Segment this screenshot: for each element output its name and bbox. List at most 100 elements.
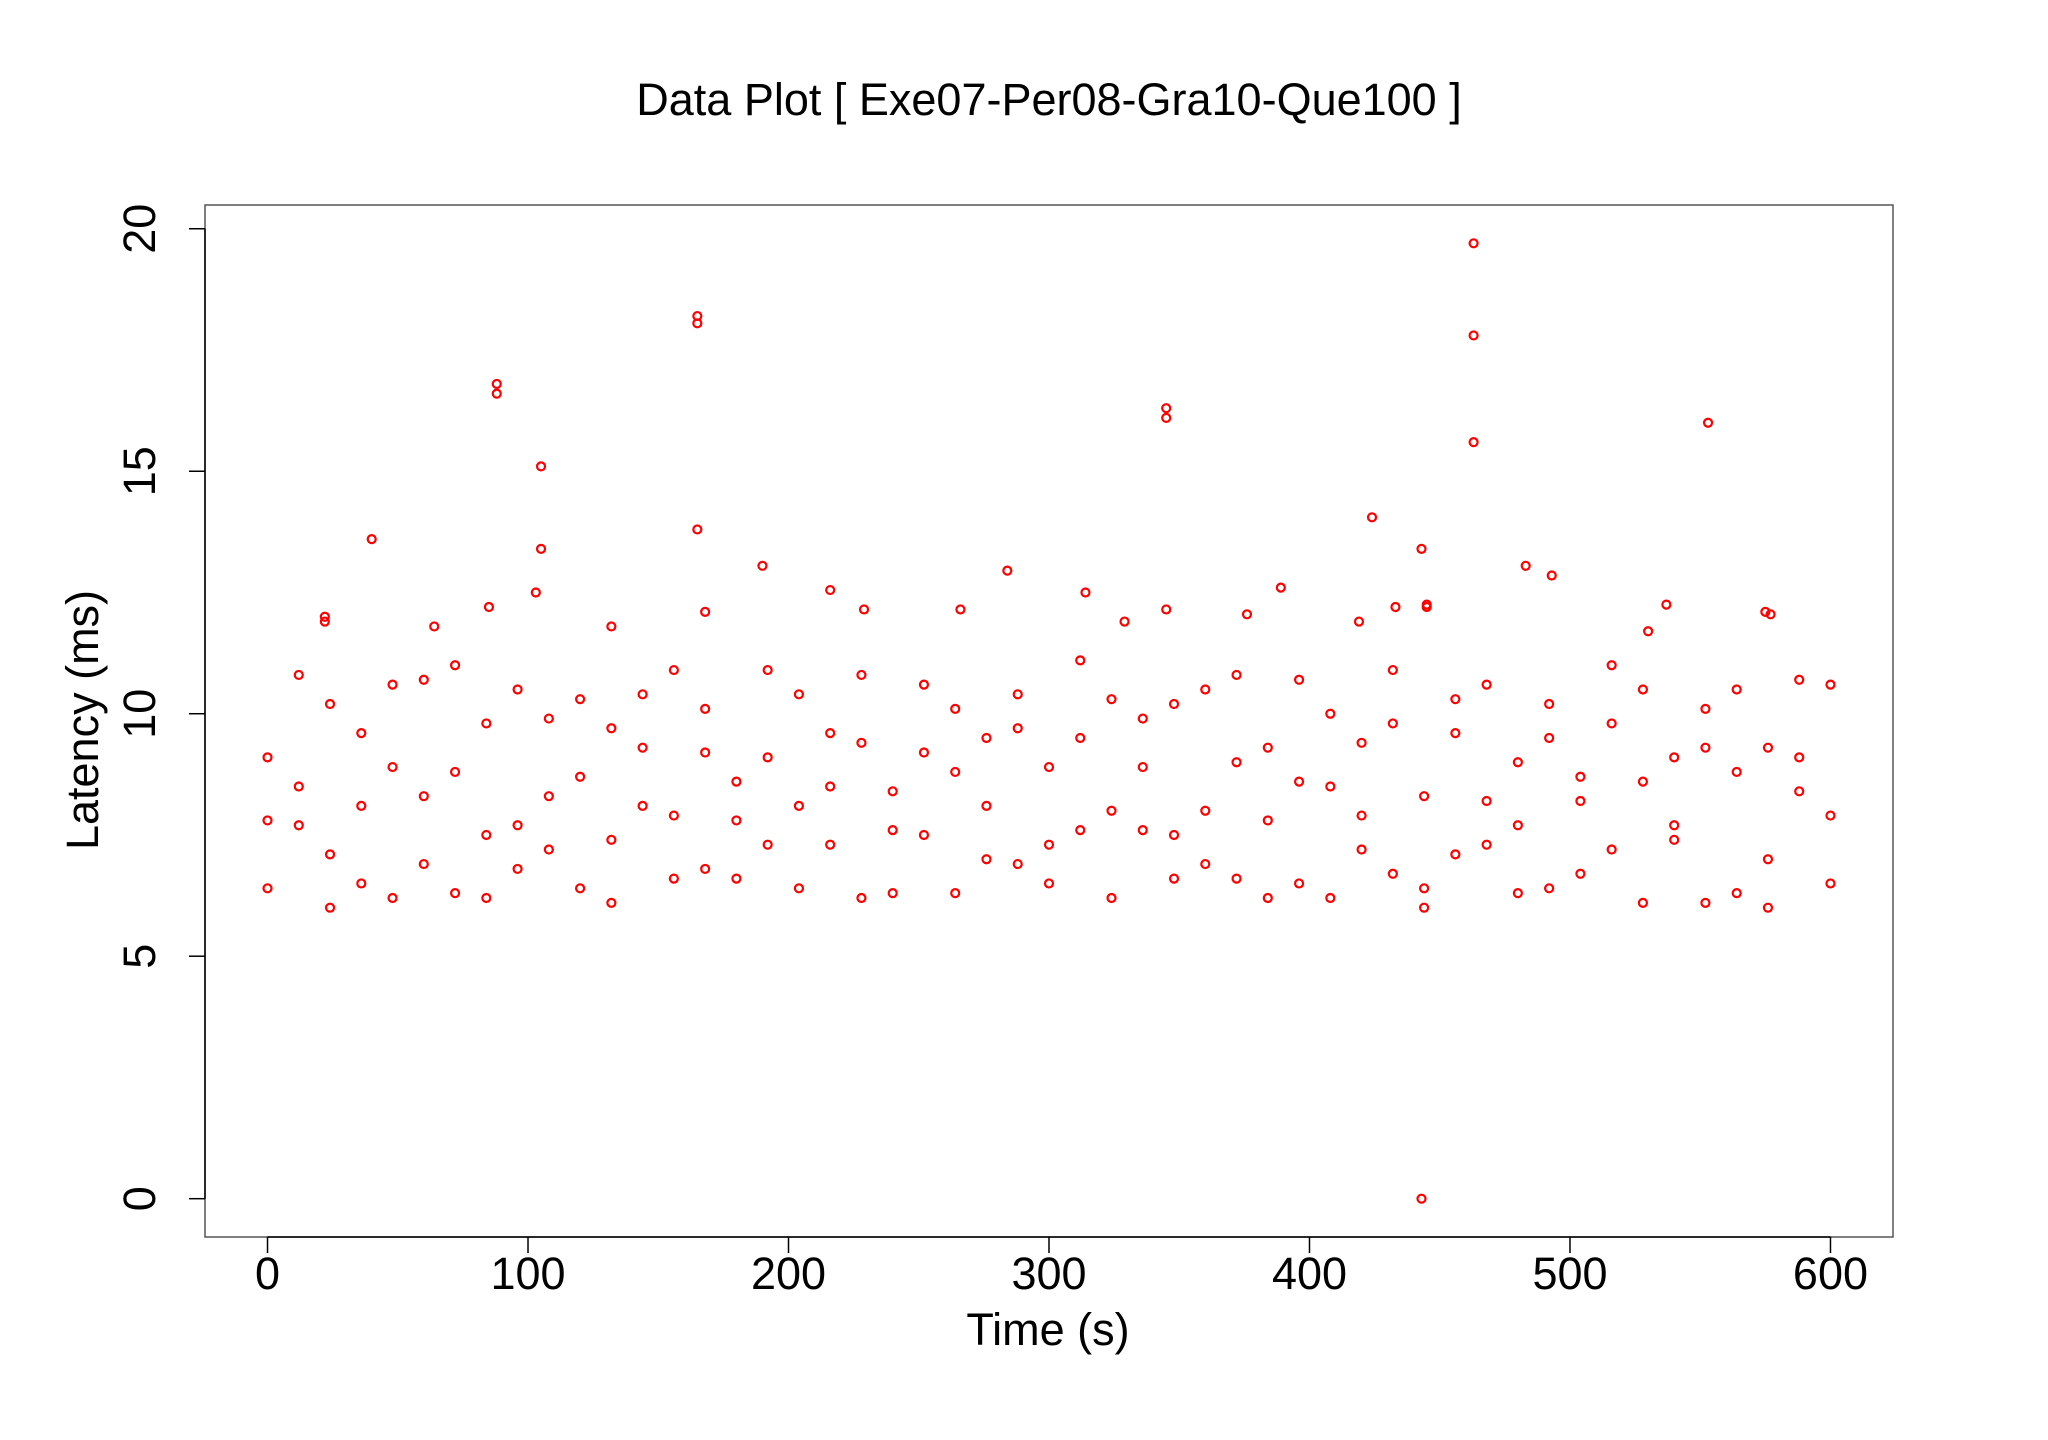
point [950,888,961,899]
point [1325,781,1336,792]
point [606,897,617,908]
point [1794,752,1805,763]
point [1762,854,1774,865]
point [856,737,867,748]
point [324,849,336,860]
point [762,839,773,850]
point [535,461,547,472]
point [481,829,492,841]
point [429,621,440,632]
point [731,873,742,884]
point [700,703,711,714]
point [1161,412,1172,423]
point [491,388,502,399]
point [1512,820,1523,831]
point [1366,512,1378,523]
point [1043,761,1055,773]
point [692,524,703,535]
point [356,728,367,739]
point [1450,694,1461,705]
point [1637,897,1649,908]
point [606,621,617,632]
point [1106,694,1117,705]
x-tick-label: 500 [1532,1248,1607,1299]
point [1575,771,1586,782]
point [512,820,523,831]
point [1137,761,1148,773]
point [918,679,930,690]
point [981,800,992,811]
point [418,858,429,870]
point [762,664,773,676]
point [1419,791,1430,802]
point [1544,883,1555,894]
point [1293,878,1305,889]
point [1416,543,1427,554]
point [481,892,492,904]
point [1262,815,1273,826]
point [1450,728,1461,739]
point [530,587,541,598]
point [535,543,547,554]
y-tick-label: 0 [114,1186,165,1211]
point [918,747,930,758]
point [481,718,492,729]
x-tick-label: 400 [1272,1248,1347,1299]
point [981,854,992,865]
point [1262,892,1273,904]
point [1825,679,1836,690]
point [1544,698,1555,710]
point [1043,839,1055,850]
point [668,664,679,676]
point [1080,587,1091,598]
point [1419,902,1430,913]
point [1661,599,1672,610]
point [262,752,273,763]
point [1419,883,1430,894]
y-tick-label: 5 [114,944,165,969]
point [543,844,554,855]
point [449,888,461,899]
point [1012,723,1023,734]
point [512,863,523,875]
point [387,892,398,904]
point [512,684,523,695]
point [1075,732,1086,744]
point [700,863,711,875]
point [1262,742,1273,753]
point [1231,757,1242,768]
point [356,800,367,811]
point [950,766,961,778]
point [858,604,870,615]
point [1161,604,1172,615]
point [1137,713,1148,724]
point [1012,858,1023,870]
point [319,616,330,627]
point [387,761,398,773]
point [1168,873,1180,884]
point [1293,674,1305,685]
point [1075,655,1086,666]
x-tick-label: 0 [255,1248,280,1299]
point [887,786,898,797]
point [637,800,648,811]
point [491,378,502,390]
point [1356,844,1367,855]
point [606,723,617,734]
point [825,781,836,792]
point [825,728,836,739]
point [1794,674,1805,685]
point [1137,825,1148,836]
plot-frame [204,204,1894,1238]
point [1606,718,1617,729]
point [1546,570,1557,581]
point [1325,892,1336,904]
point [1760,606,1771,617]
point [1012,689,1023,700]
point [324,698,336,710]
point [668,873,679,884]
point [692,318,703,329]
point [918,829,930,841]
